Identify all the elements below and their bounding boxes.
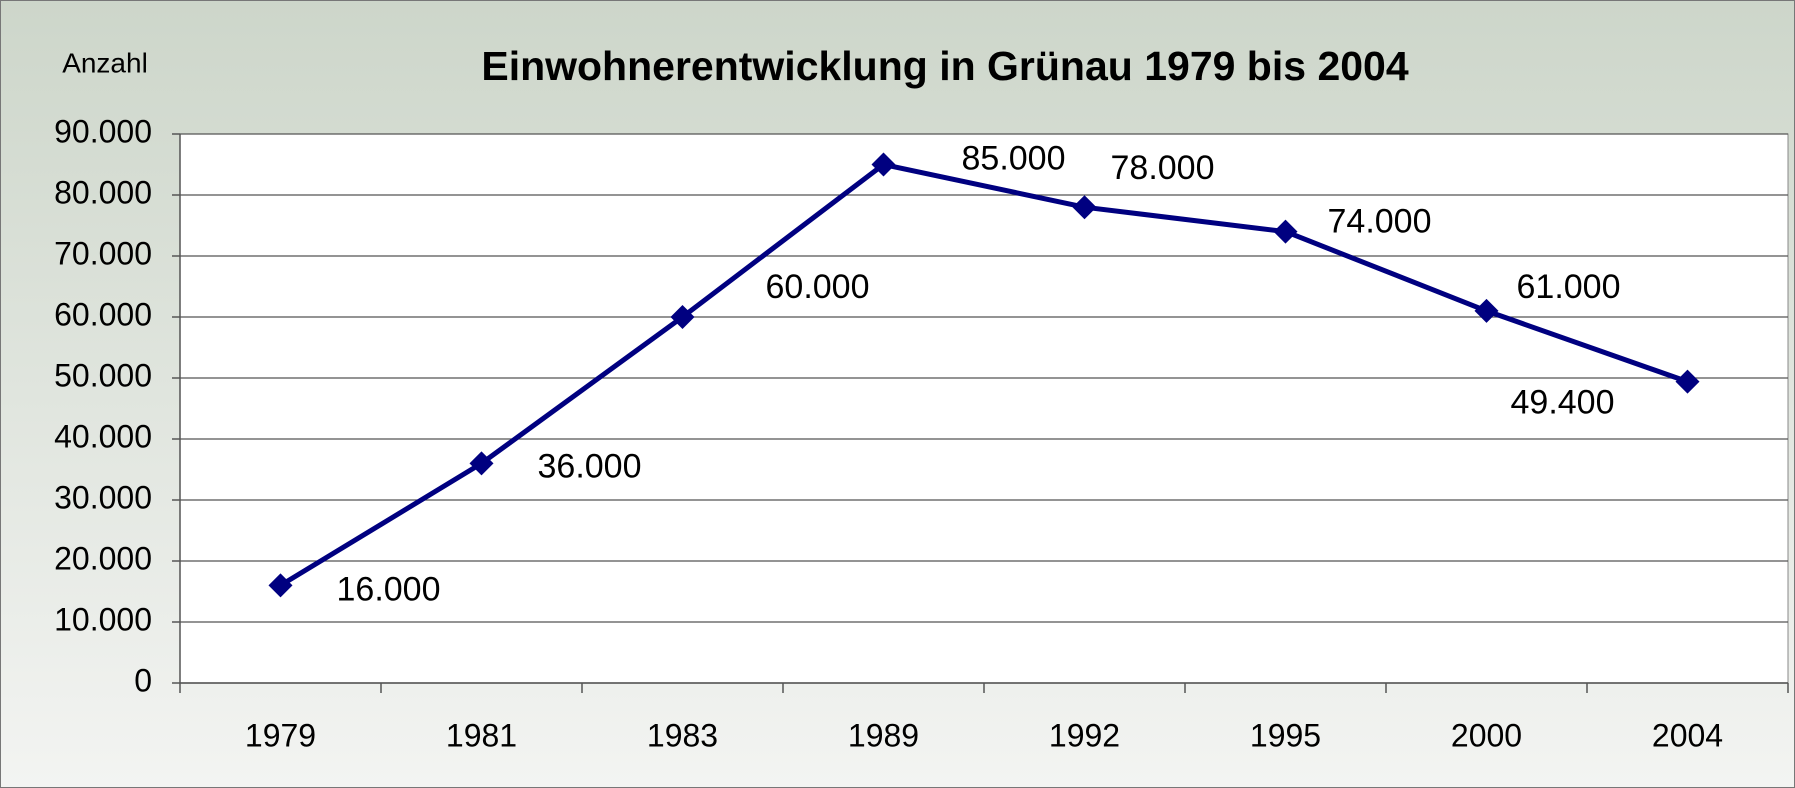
x-tick-label: 1992 xyxy=(1049,717,1120,753)
marker xyxy=(1273,219,1298,244)
y-tick-label: 90.000 xyxy=(54,113,152,149)
line xyxy=(279,162,1689,588)
plot-area xyxy=(179,133,1789,684)
data-label: 78.000 xyxy=(1111,149,1215,187)
y-tick-label: 0 xyxy=(134,662,152,698)
data-label: 85.000 xyxy=(962,139,1066,177)
data-label: 49.400 xyxy=(1511,384,1615,422)
marker xyxy=(1474,298,1499,323)
data-label: 74.000 xyxy=(1328,203,1432,241)
data-label: 60.000 xyxy=(766,268,870,306)
y-tick-label: 10.000 xyxy=(54,601,152,637)
marker xyxy=(670,305,695,329)
marker xyxy=(1675,369,1700,394)
x-tick-label: 2000 xyxy=(1451,717,1522,753)
marker xyxy=(871,152,896,177)
x-tick-label: 1989 xyxy=(848,717,919,753)
x-tick-label: 1981 xyxy=(446,717,517,753)
y-tick-label: 30.000 xyxy=(54,479,152,515)
x-tick-label: 1995 xyxy=(1250,717,1321,753)
data-label: 61.000 xyxy=(1517,268,1621,306)
y-tick-label: 40.000 xyxy=(54,418,152,454)
x-tick-label: 1979 xyxy=(245,717,316,753)
data-label: 16.000 xyxy=(337,570,441,608)
y-tick-label: 80.000 xyxy=(54,174,152,210)
y-tick-label: 50.000 xyxy=(54,357,152,393)
marker xyxy=(1072,195,1097,220)
marker xyxy=(268,573,293,598)
y-tick-label: 20.000 xyxy=(54,540,152,576)
y-tick-label: 70.000 xyxy=(54,235,152,271)
y-axis-label: Anzahl xyxy=(62,47,148,78)
data-label: 36.000 xyxy=(538,447,642,485)
chart-title: Einwohnerentwicklung in Grünau 1979 bis … xyxy=(481,43,1409,89)
x-tick-label: 2004 xyxy=(1652,717,1723,753)
x-tick-label: 1983 xyxy=(647,717,718,753)
marker xyxy=(469,451,494,476)
y-tick-label: 60.000 xyxy=(54,296,152,332)
